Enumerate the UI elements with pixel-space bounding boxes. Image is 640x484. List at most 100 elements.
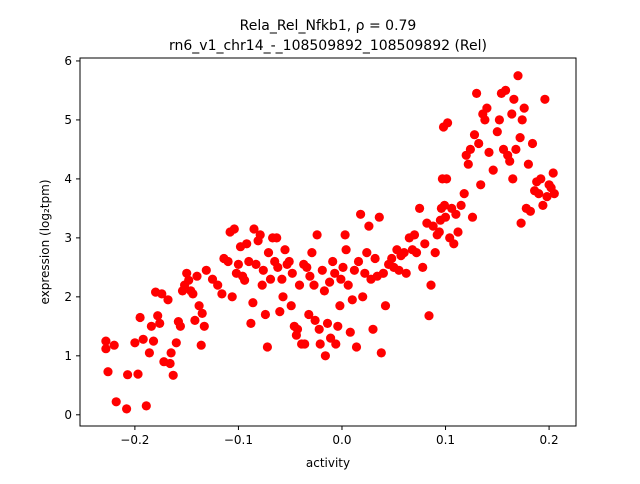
data-point: [538, 200, 548, 210]
data-point: [277, 274, 287, 284]
data-point: [135, 312, 145, 323]
y-axis-label: expression (log₂tpm): [38, 179, 52, 304]
data-point: [319, 286, 329, 296]
data-point: [394, 265, 404, 275]
data-point: [517, 115, 527, 125]
x-tick-label: 0.1: [436, 433, 455, 447]
data-point: [248, 298, 258, 308]
data-point: [482, 103, 492, 113]
data-point: [312, 230, 322, 240]
data-point: [534, 189, 544, 199]
data-point: [280, 245, 290, 255]
data-point: [307, 248, 317, 258]
data-point: [196, 340, 206, 350]
data-point: [459, 189, 469, 199]
data-point: [163, 295, 173, 305]
data-point: [278, 292, 288, 302]
data-point: [272, 233, 282, 243]
data-point: [418, 262, 428, 272]
data-point: [501, 85, 511, 95]
data-point: [192, 271, 202, 281]
data-point: [213, 280, 223, 290]
data-point: [399, 248, 409, 258]
data-point: [300, 339, 310, 349]
y-tick-label: 2: [64, 290, 72, 304]
data-point: [184, 275, 194, 285]
data-point: [182, 268, 192, 278]
data-point: [310, 315, 320, 325]
data-point: [511, 144, 521, 154]
data-point: [305, 271, 315, 281]
y-tick-label: 3: [64, 231, 72, 245]
data-point: [251, 259, 261, 269]
data-point: [508, 174, 518, 184]
data-point: [188, 289, 198, 299]
data-point: [333, 321, 343, 331]
data-point: [505, 156, 515, 166]
data-point: [273, 262, 283, 272]
data-point: [223, 256, 233, 267]
data-point: [343, 280, 353, 290]
data-point: [536, 174, 546, 184]
data-point: [144, 348, 154, 358]
data-point: [242, 239, 252, 249]
data-point: [199, 321, 209, 331]
data-point: [353, 256, 364, 267]
data-point: [519, 103, 529, 113]
data-point: [322, 318, 333, 328]
points-layer: [101, 71, 559, 414]
y-tick-label: 0: [64, 408, 72, 422]
data-point: [380, 301, 391, 311]
data-point: [146, 321, 156, 331]
data-point: [472, 88, 482, 98]
plot-frame: [79, 57, 577, 427]
data-point: [480, 115, 490, 125]
data-point: [360, 268, 370, 278]
data-point: [133, 369, 143, 379]
data-point: [442, 174, 452, 184]
data-point: [409, 230, 420, 240]
data-point: [515, 133, 525, 143]
data-point: [488, 165, 498, 175]
data-point: [320, 351, 330, 361]
data-point: [287, 268, 297, 278]
data-point: [428, 221, 438, 231]
y-tick-label: 1: [64, 349, 72, 363]
data-point: [123, 370, 133, 380]
data-point: [175, 321, 185, 331]
data-point: [130, 338, 140, 348]
data-point: [265, 274, 276, 284]
data-point: [292, 324, 303, 334]
data-point: [317, 265, 327, 275]
data-point: [315, 339, 325, 349]
data-point: [284, 256, 294, 267]
data-point: [439, 200, 450, 210]
data-point: [516, 218, 526, 228]
data-point: [286, 301, 296, 311]
data-point: [465, 144, 475, 154]
data-point: [244, 256, 254, 267]
data-point: [194, 301, 204, 311]
data-point: [331, 339, 341, 349]
data-point: [233, 259, 243, 269]
data-point: [463, 159, 473, 169]
data-point: [356, 209, 366, 219]
data-point: [109, 340, 119, 350]
data-point: [155, 318, 165, 328]
data-point: [364, 221, 374, 231]
data-point: [411, 248, 422, 258]
data-point: [420, 239, 430, 249]
data-point: [197, 308, 207, 318]
data-point: [207, 274, 218, 284]
data-point: [368, 324, 378, 334]
data-point: [302, 262, 312, 272]
data-point: [370, 253, 380, 264]
data-point: [263, 248, 274, 258]
data-point: [258, 265, 268, 275]
data-point: [325, 277, 335, 287]
x-tick-label: 0.0: [332, 433, 351, 447]
data-point: [494, 115, 504, 125]
data-point: [347, 295, 357, 305]
